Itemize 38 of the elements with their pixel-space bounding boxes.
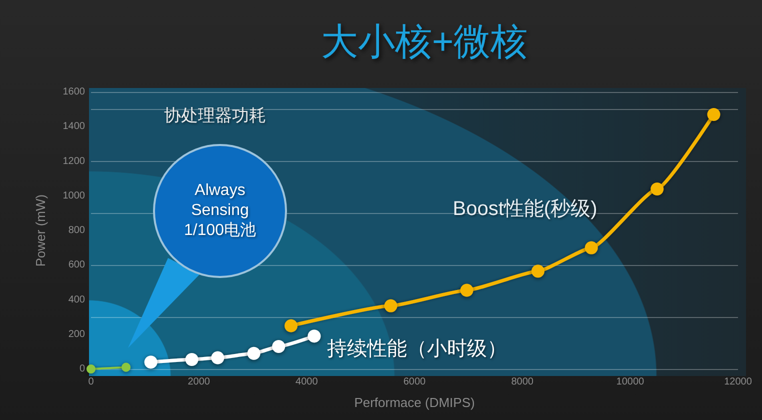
point [531, 264, 544, 278]
point [122, 362, 131, 372]
chart-title: 大小核+微核 [321, 21, 528, 62]
x-axis-title: Performace (DMIPS) [354, 395, 475, 410]
point [185, 352, 198, 366]
annotation: 持续性能（小时级） [327, 336, 507, 362]
point [211, 351, 224, 364]
x-tick-label: 6000 [403, 376, 426, 388]
y-tick-label: 400 [68, 294, 86, 306]
y-tick-label: 800 [68, 225, 86, 236]
x-tick-label: 10000 [616, 376, 645, 388]
point [308, 330, 321, 343]
y-axis-title: Power (mW) [33, 194, 48, 267]
point [284, 319, 298, 332]
y-tick-label: 1200 [62, 156, 86, 167]
annotation: 协处理器功耗 [164, 104, 266, 126]
point [272, 340, 286, 353]
point [86, 364, 96, 374]
y-tick-label: 600 [68, 260, 86, 271]
x-tick-label: 8000 [511, 376, 534, 388]
annotation: Always Sensing 1/100电池 [184, 181, 256, 241]
y-tick-label: 1000 [62, 190, 86, 202]
annotation: Boost性能(秒级) [452, 196, 598, 222]
x-tick-label: 12000 [724, 376, 752, 388]
x-tick-label: 2000 [188, 376, 210, 388]
point [384, 299, 398, 312]
point [650, 182, 664, 196]
x-tick-label: 0 [88, 376, 94, 388]
y-tick-label: 0 [79, 364, 86, 374]
x-tick-label: 4000 [296, 376, 318, 388]
y-tick-label: 1400 [62, 121, 86, 132]
point [144, 356, 158, 369]
point [707, 108, 720, 122]
point [460, 284, 474, 297]
point [247, 346, 260, 360]
y-tick-label: 200 [68, 328, 86, 340]
point [584, 241, 598, 254]
y-tick-label: 1600 [62, 86, 86, 98]
